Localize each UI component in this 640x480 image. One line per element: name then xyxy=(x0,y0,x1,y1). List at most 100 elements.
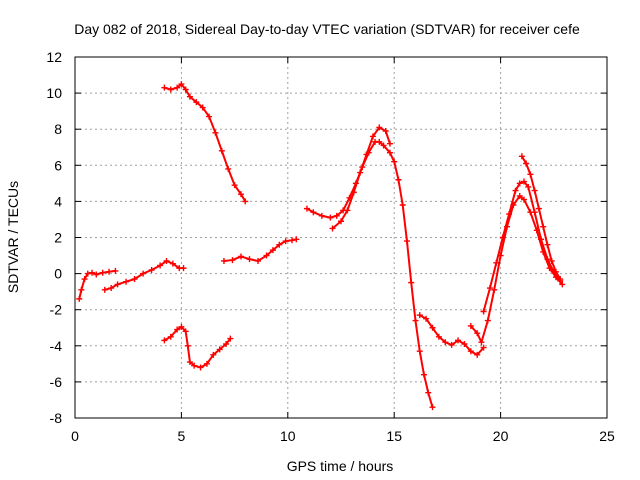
data-point xyxy=(182,328,189,335)
data-point xyxy=(197,364,204,371)
data-point xyxy=(310,209,317,216)
data-point xyxy=(531,209,538,216)
data-point xyxy=(478,339,485,346)
data-series xyxy=(76,81,566,411)
data-point xyxy=(242,198,249,205)
data-point xyxy=(525,183,532,190)
data-point xyxy=(423,315,430,322)
data-point xyxy=(461,340,468,347)
data-point xyxy=(148,266,155,273)
data-point xyxy=(499,234,506,241)
data-point xyxy=(538,236,545,243)
data-point xyxy=(386,140,393,147)
series-arc-2 xyxy=(101,257,187,293)
data-point xyxy=(229,257,236,264)
data-point xyxy=(282,238,289,245)
data-point xyxy=(380,142,387,149)
series-arc-1 xyxy=(76,267,119,302)
data-point xyxy=(184,342,191,349)
data-point xyxy=(237,253,244,260)
data-point xyxy=(114,281,121,288)
series-line xyxy=(520,155,562,281)
data-point xyxy=(544,256,551,263)
data-point xyxy=(523,160,530,167)
data-point xyxy=(167,333,174,340)
series-arc-7 xyxy=(329,124,393,232)
data-point xyxy=(527,171,534,178)
data-point xyxy=(318,212,325,219)
x-tick-label: 5 xyxy=(178,428,186,444)
data-point xyxy=(178,323,185,330)
series-arc-4 xyxy=(161,323,234,371)
tick-labels: 0 5 10 15 20 25 -8 -6 -4 -2 0 2 4 6 8 10 12 xyxy=(46,49,615,444)
y-tick-label: -8 xyxy=(50,410,63,426)
data-point xyxy=(161,84,168,91)
data-point xyxy=(212,129,219,136)
data-point xyxy=(416,348,423,355)
data-point xyxy=(108,285,115,292)
data-point xyxy=(81,276,88,283)
data-point xyxy=(169,260,176,267)
data-point xyxy=(544,241,551,248)
data-point xyxy=(491,286,498,293)
data-point xyxy=(157,262,164,269)
data-point xyxy=(89,269,96,276)
data-point xyxy=(199,104,206,111)
data-point xyxy=(399,202,406,209)
x-tick-label: 10 xyxy=(280,428,296,444)
data-point xyxy=(506,211,513,218)
data-point xyxy=(161,337,168,344)
data-point xyxy=(521,178,528,185)
series-arc-11 xyxy=(518,153,564,283)
data-point xyxy=(493,259,500,266)
data-point xyxy=(193,99,200,106)
data-point xyxy=(382,128,389,135)
data-point xyxy=(369,133,376,140)
data-point xyxy=(186,93,193,100)
y-tick-label: -6 xyxy=(50,374,63,390)
data-point xyxy=(559,281,566,288)
data-point xyxy=(448,341,455,348)
data-point xyxy=(182,86,189,93)
data-point xyxy=(163,257,170,264)
data-point xyxy=(218,147,225,154)
data-point xyxy=(174,326,181,333)
data-point xyxy=(303,205,310,212)
data-point xyxy=(480,344,487,351)
data-point xyxy=(123,278,130,285)
data-point xyxy=(180,265,187,272)
data-point xyxy=(518,153,525,160)
series-line xyxy=(163,325,232,369)
series-line xyxy=(103,259,185,291)
data-point xyxy=(78,286,85,293)
y-tick-label: 2 xyxy=(54,230,62,246)
data-point xyxy=(223,340,230,347)
y-tick-label: -4 xyxy=(50,338,63,354)
y-tick-label: 4 xyxy=(54,193,62,209)
y-tick-label: 6 xyxy=(54,157,62,173)
data-point xyxy=(329,225,336,232)
data-point xyxy=(416,312,423,319)
x-tick-label: 25 xyxy=(599,428,615,444)
data-point xyxy=(391,158,398,165)
x-axis-title: GPS time / hours xyxy=(287,458,394,474)
x-tick-label: 20 xyxy=(493,428,509,444)
data-point xyxy=(338,218,344,225)
series-line xyxy=(331,126,391,230)
data-point xyxy=(269,247,276,254)
data-point xyxy=(442,339,449,346)
data-point xyxy=(403,238,410,245)
data-point xyxy=(140,270,147,277)
data-point xyxy=(237,191,244,198)
data-point xyxy=(435,333,442,340)
data-point xyxy=(206,113,213,120)
series-line xyxy=(305,140,434,409)
data-point xyxy=(516,192,523,199)
data-point xyxy=(112,267,119,274)
data-point xyxy=(131,276,138,283)
data-point xyxy=(486,285,493,292)
data-point xyxy=(480,308,487,315)
data-point xyxy=(191,362,198,369)
data-point xyxy=(263,252,270,259)
